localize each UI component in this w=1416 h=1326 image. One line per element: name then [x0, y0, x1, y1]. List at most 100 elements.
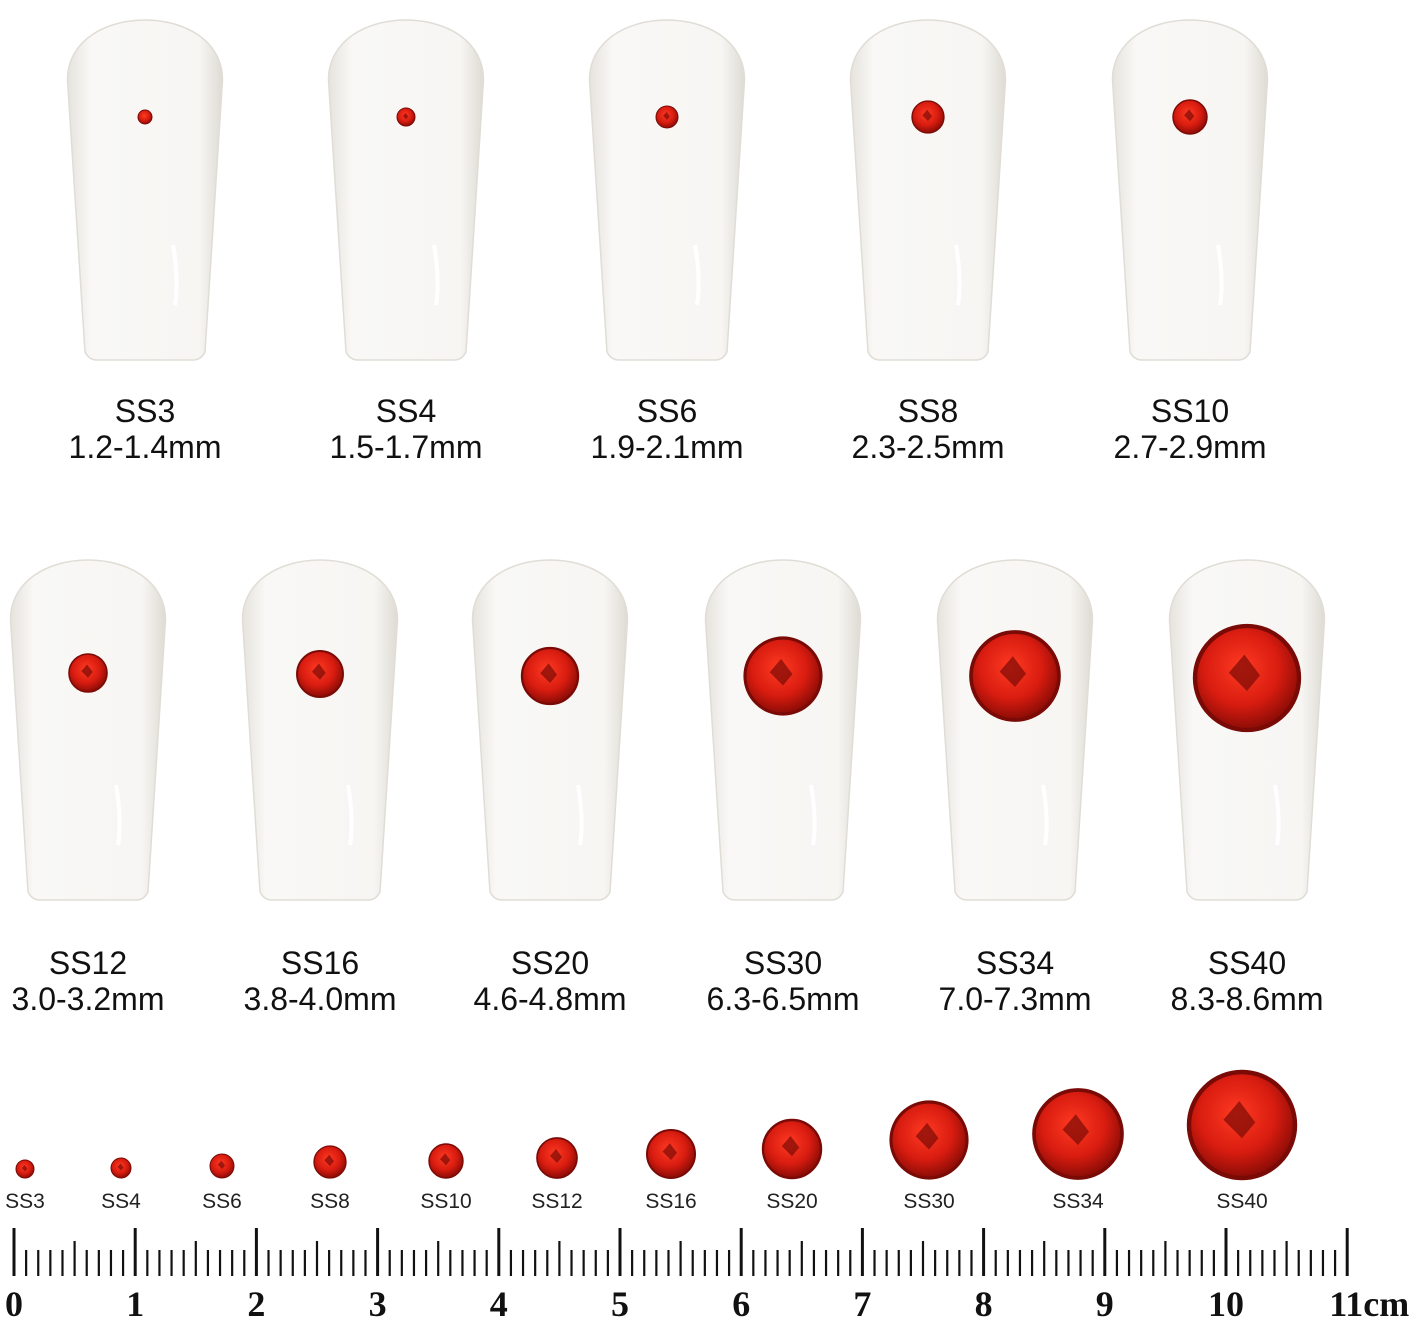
size-name: SS30: [743, 945, 823, 981]
ruler-number: 3: [368, 1284, 387, 1324]
gem-ss6: [655, 105, 679, 129]
scale-gem-ss20: [761, 1118, 823, 1180]
scale-gem-ss8: [313, 1145, 347, 1179]
size-name: SS12: [48, 945, 128, 981]
size-name: SS4: [375, 393, 437, 429]
ruler-number: 2: [247, 1284, 266, 1324]
ruler-number: 0: [5, 1284, 23, 1324]
nail-highlight: [1041, 784, 1049, 846]
nail-ss8-label: SS8 2.3-2.5mm: [852, 393, 1005, 465]
nail-ss30-label: SS30 6.3-6.5mm: [707, 945, 860, 1017]
scale-label: SS20: [766, 1190, 818, 1213]
size-mm: 1.9-2.1mm: [590, 429, 744, 465]
ruler-number: 10: [1208, 1284, 1244, 1324]
scale-label: SS34: [1052, 1190, 1104, 1213]
nail-ss10: [1111, 19, 1269, 361]
scale-label: SS8: [310, 1190, 350, 1213]
scale-gem-ss16: [646, 1129, 696, 1179]
scale-gem-ss3: [15, 1159, 35, 1179]
scale-gem-ss4: [110, 1157, 132, 1179]
size-mm: 2.3-2.5mm: [851, 429, 1005, 465]
nail-ss34-label: SS34 7.0-7.3mm: [939, 945, 1092, 1017]
ruler-number: 11cm: [1329, 1284, 1410, 1324]
size-name: SS8: [897, 393, 959, 429]
gem-ss4: [396, 107, 416, 127]
scale-gem-ss40: [1186, 1069, 1298, 1181]
nail-highlight: [809, 784, 817, 846]
ruler-number: 9: [1095, 1284, 1114, 1324]
size-mm: 1.5-1.7mm: [329, 429, 483, 465]
gem-ss40: [1192, 623, 1302, 733]
nail-ss40-label: SS40 8.3-8.6mm: [1171, 945, 1324, 1017]
scale-gem-ss34: [1032, 1088, 1124, 1180]
nail-highlight: [954, 244, 962, 306]
size-mm: 3.0-3.2mm: [11, 981, 165, 1017]
ruler-number: 7: [853, 1284, 872, 1324]
size-name: SS3: [114, 393, 176, 429]
ruler-number: 6: [732, 1284, 751, 1324]
ruler-number: 5: [611, 1284, 629, 1324]
nail-ss3: [66, 19, 224, 361]
scale-gem-ss30: [889, 1100, 969, 1180]
scale-label: SS4: [101, 1190, 141, 1213]
ruler-number: 1: [126, 1284, 145, 1324]
nail-ss4-label: SS4 1.5-1.7mm: [330, 393, 483, 465]
nail-ss34: [936, 559, 1094, 901]
nail-highlight: [693, 244, 701, 306]
scale-label: SS10: [420, 1190, 472, 1213]
size-name: SS16: [280, 945, 360, 981]
gem-ss34: [969, 630, 1061, 722]
gem-ss30: [743, 636, 823, 716]
nail-ss6-label: SS6 1.9-2.1mm: [591, 393, 744, 465]
nail-ss3-label: SS3 1.2-1.4mm: [69, 393, 222, 465]
scale-gem-ss10: [428, 1143, 464, 1179]
size-mm: 8.3-8.6mm: [1170, 981, 1324, 1017]
nail-ss16: [241, 559, 399, 901]
nail-ss10-label: SS10 2.7-2.9mm: [1114, 393, 1267, 465]
size-name: SS40: [1207, 945, 1287, 981]
gem-ss16: [296, 650, 344, 698]
nail-highlight: [346, 784, 354, 846]
ruler: [12, 1228, 1349, 1276]
nail-ss12-label: SS12 3.0-3.2mm: [12, 945, 165, 1017]
nail-ss30: [704, 559, 862, 901]
nail-highlight: [171, 244, 179, 306]
nail-ss20: [471, 559, 629, 901]
nail-ss12: [9, 559, 167, 901]
gem-ss20: [520, 646, 580, 706]
nail-highlight: [1273, 784, 1281, 846]
nail-ss6: [588, 19, 746, 361]
nail-highlight: [432, 244, 440, 306]
nail-ss16-label: SS16 3.8-4.0mm: [244, 945, 397, 1017]
nail-highlight: [576, 784, 584, 846]
size-name: SS10: [1150, 393, 1230, 429]
scale-label: SS30: [903, 1190, 955, 1213]
size-name: SS6: [636, 393, 698, 429]
size-name: SS34: [975, 945, 1055, 981]
gem-ss10: [1172, 99, 1208, 135]
scale-gem-ss12: [536, 1137, 578, 1179]
gem-ss8: [911, 100, 945, 134]
size-mm: 1.2-1.4mm: [68, 429, 222, 465]
nail-ss20-label: SS20 4.6-4.8mm: [474, 945, 627, 1017]
scale-label: SS12: [531, 1190, 583, 1213]
size-mm: 2.7-2.9mm: [1113, 429, 1267, 465]
scale-label: SS3: [5, 1190, 45, 1213]
scale-label: SS16: [645, 1190, 697, 1213]
gem-ss12: [68, 653, 108, 693]
nail-highlight: [1216, 244, 1224, 306]
nail-highlight: [114, 784, 122, 846]
ruler-number: 4: [489, 1284, 508, 1324]
size-mm: 3.8-4.0mm: [243, 981, 397, 1017]
scale-gem-ss6: [209, 1153, 235, 1179]
nail-ss4: [327, 19, 485, 361]
ruler-number: 8: [974, 1284, 993, 1324]
nail-ss8: [849, 19, 1007, 361]
scale-label: SS6: [202, 1190, 242, 1213]
size-mm: 6.3-6.5mm: [706, 981, 860, 1017]
gem-ss3: [137, 109, 153, 125]
scale-label: SS40: [1216, 1190, 1268, 1213]
size-mm: 4.6-4.8mm: [473, 981, 627, 1017]
size-mm: 7.0-7.3mm: [938, 981, 1092, 1017]
